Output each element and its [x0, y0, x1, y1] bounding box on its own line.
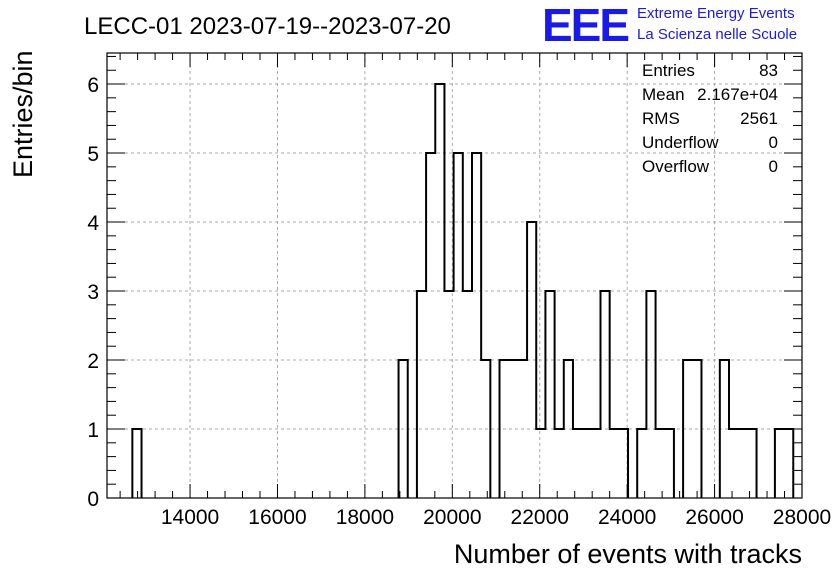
stats-label: RMS [642, 109, 680, 128]
grid-lines [107, 53, 802, 498]
stats-value: 2.167e+04 [697, 85, 778, 104]
stats-value: 0 [769, 157, 778, 176]
eee-logo-mark: EEE [542, 0, 628, 51]
tick-labels: 14000 16000 18000 20000 22000 24000 26000 28000… [87, 74, 831, 529]
y-tick-label: 1 [87, 419, 99, 442]
stats-label: Overflow [642, 157, 710, 176]
y-tick-label: 6 [87, 74, 99, 97]
stats-label: Entries [642, 61, 695, 80]
x-tick-label: 14000 [161, 506, 219, 529]
y-tick-label: 4 [87, 212, 99, 235]
x-axis-title: Number of events with tracks [454, 539, 802, 569]
y-tick-label: 3 [87, 281, 99, 304]
y-tick-label: 2 [87, 350, 99, 373]
stats-box: Entries 83 Mean 2.167e+04 RMS 2561 Underflow 0 O… [642, 61, 778, 176]
stats-value: 2561 [740, 109, 778, 128]
x-tick-label: 20000 [423, 506, 481, 529]
x-tick-label: 24000 [598, 506, 656, 529]
x-tick-label: 28000 [773, 506, 831, 529]
stats-label: Mean [642, 85, 685, 104]
eee-logo: EEE Extreme Energy Events La Scienza nel… [542, 0, 797, 51]
y-tick-label: 0 [87, 488, 99, 511]
stats-label: Underflow [642, 133, 719, 152]
x-tick-label: 22000 [511, 506, 569, 529]
plot-frame [106, 52, 803, 499]
x-tick-label: 18000 [336, 506, 394, 529]
x-tick-label: 26000 [685, 506, 743, 529]
axis-ticks [107, 53, 803, 499]
histogram-outline [131, 83, 795, 498]
y-tick-label: 5 [87, 143, 99, 166]
chart-title: LECC-01 2023-07-19--2023-07-20 [84, 13, 451, 40]
logo-line-2: La Scienza nelle Scuole [637, 26, 797, 43]
x-tick-label: 16000 [248, 506, 306, 529]
stats-value: 83 [759, 61, 778, 80]
logo-line-1: Extreme Energy Events [637, 5, 795, 22]
y-axis-title: Entries/bin [8, 50, 38, 178]
stats-value: 0 [769, 133, 778, 152]
